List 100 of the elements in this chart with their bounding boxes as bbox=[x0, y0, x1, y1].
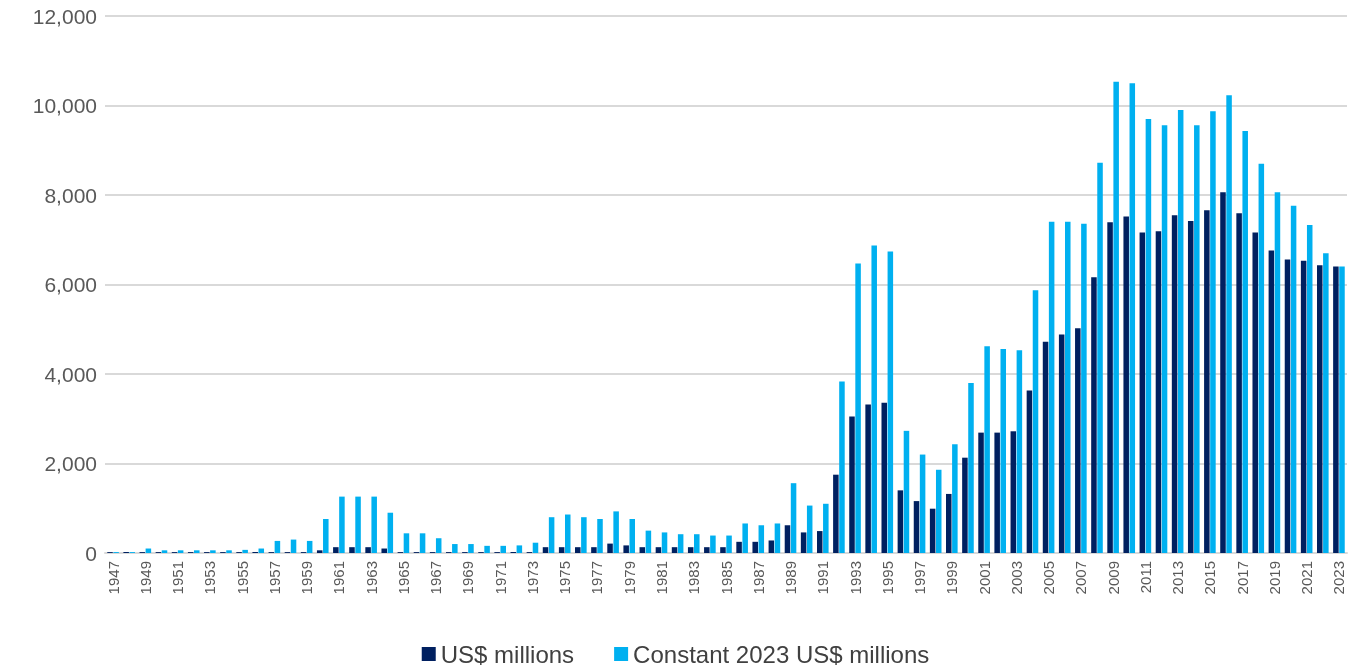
bar bbox=[639, 547, 646, 553]
bar bbox=[758, 525, 765, 553]
bar bbox=[1010, 431, 1017, 553]
x-tick-label: 1987 bbox=[749, 561, 767, 595]
x-tick-label: 1985 bbox=[717, 561, 735, 595]
bar bbox=[339, 496, 345, 553]
x-tick-label: 1963 bbox=[362, 561, 380, 595]
bar bbox=[1129, 83, 1136, 553]
bar bbox=[629, 518, 636, 553]
bar bbox=[774, 523, 781, 553]
bar bbox=[1091, 277, 1097, 553]
x-tick-label: 2021 bbox=[1298, 561, 1316, 595]
bar bbox=[242, 549, 248, 553]
x-tick-label: 2015 bbox=[1201, 561, 1219, 595]
bar bbox=[929, 508, 936, 553]
x-tick-label: 1967 bbox=[427, 561, 445, 595]
legend-label: Constant 2023 US$ millions bbox=[633, 640, 930, 668]
bar bbox=[871, 245, 877, 553]
bar bbox=[946, 493, 952, 553]
bar bbox=[306, 540, 313, 553]
bar bbox=[210, 550, 216, 553]
bar bbox=[581, 517, 587, 553]
bar bbox=[881, 402, 888, 553]
bar bbox=[816, 531, 823, 553]
bar bbox=[558, 547, 565, 553]
bar bbox=[677, 534, 684, 553]
bar bbox=[1000, 348, 1007, 553]
bar bbox=[720, 547, 726, 553]
bar bbox=[736, 541, 742, 553]
x-tick-label: 2019 bbox=[1265, 561, 1283, 595]
bar bbox=[671, 547, 678, 553]
bar bbox=[1290, 205, 1297, 553]
x-tick-label: 1983 bbox=[685, 561, 703, 595]
y-tick-label: 10,000 bbox=[32, 94, 97, 117]
x-tick-label: 1953 bbox=[201, 561, 219, 595]
bar bbox=[823, 503, 829, 553]
bar bbox=[839, 381, 845, 553]
bar bbox=[710, 535, 716, 553]
bar bbox=[784, 525, 791, 553]
x-tick-label: 1979 bbox=[620, 561, 638, 595]
bar bbox=[500, 545, 506, 553]
bar bbox=[548, 517, 555, 553]
y-tick-label: 12,000 bbox=[32, 4, 97, 28]
bar bbox=[1026, 390, 1033, 553]
x-tick-label: 2007 bbox=[1072, 561, 1090, 595]
bar bbox=[403, 533, 410, 553]
bar bbox=[542, 547, 549, 553]
bar bbox=[387, 512, 394, 553]
bar bbox=[597, 518, 603, 553]
y-tick-label: 4,000 bbox=[44, 362, 97, 386]
bar bbox=[994, 432, 1000, 553]
bar bbox=[1252, 232, 1259, 553]
x-tick-label: 2013 bbox=[1169, 561, 1187, 595]
bar bbox=[355, 496, 361, 553]
bar bbox=[1123, 216, 1129, 553]
bar bbox=[1032, 290, 1039, 553]
x-tick-label: 1993 bbox=[846, 561, 864, 595]
x-tick-label: 2009 bbox=[1104, 561, 1122, 595]
bar bbox=[1258, 163, 1265, 553]
bar bbox=[419, 533, 426, 553]
x-tick-label: 1997 bbox=[911, 561, 929, 595]
bar bbox=[935, 469, 942, 553]
x-tick-label: 2011 bbox=[1136, 561, 1154, 594]
x-tick-label: 2001 bbox=[975, 561, 993, 595]
bar bbox=[1306, 224, 1313, 553]
bar bbox=[768, 540, 775, 553]
bar bbox=[564, 514, 571, 553]
bar bbox=[468, 544, 474, 553]
bar bbox=[855, 263, 861, 553]
bar bbox=[371, 496, 377, 553]
x-tick-label: 1995 bbox=[878, 561, 896, 595]
bar bbox=[1145, 118, 1152, 553]
bar bbox=[1016, 350, 1023, 553]
bar bbox=[1226, 95, 1232, 553]
bar bbox=[962, 457, 968, 553]
x-tick-label: 1951 bbox=[169, 561, 187, 595]
bar bbox=[833, 474, 839, 553]
bar bbox=[661, 532, 668, 553]
x-tick-label: 1975 bbox=[556, 561, 574, 595]
x-tick-label: 1991 bbox=[814, 561, 832, 595]
x-tick-label: 1965 bbox=[394, 561, 412, 595]
bar bbox=[274, 540, 281, 553]
bar bbox=[1065, 221, 1071, 553]
bar bbox=[752, 541, 758, 553]
bar bbox=[613, 511, 619, 553]
bar bbox=[623, 545, 629, 553]
bar bbox=[1187, 220, 1194, 553]
bar bbox=[1075, 328, 1081, 553]
bar bbox=[607, 543, 613, 553]
bar bbox=[1107, 222, 1113, 553]
bar bbox=[865, 404, 871, 553]
bar bbox=[790, 483, 797, 553]
bar bbox=[952, 444, 958, 553]
bar bbox=[484, 545, 490, 553]
bar bbox=[978, 432, 984, 553]
x-tick-label: 1969 bbox=[459, 561, 477, 595]
bar bbox=[1204, 210, 1210, 553]
bar bbox=[161, 550, 168, 553]
bar bbox=[806, 505, 813, 553]
bar bbox=[919, 454, 926, 553]
